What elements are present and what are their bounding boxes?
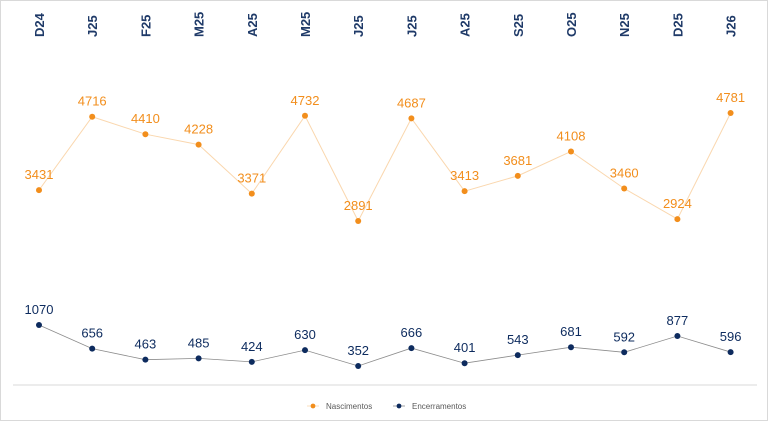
category-tick-label: O25 — [564, 12, 579, 37]
legend-item-nascimentos: Nascimentos — [307, 402, 372, 411]
data-label: 2891 — [344, 198, 373, 213]
data-point — [514, 352, 521, 359]
data-point — [408, 345, 415, 352]
category-tick-label: D24 — [32, 12, 47, 37]
data-point — [355, 363, 362, 369]
data-point — [568, 148, 574, 155]
data-label: 4108 — [557, 128, 586, 143]
data-label: 2924 — [663, 196, 692, 211]
data-label: 543 — [507, 332, 529, 347]
legend-marker — [310, 403, 316, 409]
series-line — [38, 112, 732, 223]
data-point — [514, 172, 521, 179]
data-label: 4716 — [78, 94, 107, 109]
data-point — [674, 333, 681, 340]
data-label: 596 — [720, 329, 742, 344]
data-label: 1070 — [25, 302, 54, 317]
legend-label: Nascimentos — [326, 402, 372, 411]
data-label: 401 — [454, 340, 476, 355]
data-point — [142, 131, 149, 138]
data-point — [195, 355, 202, 362]
category-tick-label: S25 — [511, 14, 526, 37]
legend-item-encerramentos: Encerramentos — [393, 402, 466, 411]
category-tick-label: M25 — [298, 12, 313, 37]
data-point — [302, 112, 308, 119]
series-encerramentos: 1070 656 463 485 424 630 352 666 401 543 681 592 877… — [25, 302, 742, 369]
data-label: 630 — [294, 327, 316, 342]
data-label: 4781 — [716, 90, 745, 105]
data-point — [89, 113, 96, 120]
data-label: 3681 — [503, 153, 532, 168]
category-tick-label: F25 — [138, 15, 153, 37]
data-label: 352 — [347, 343, 369, 358]
data-point — [36, 187, 42, 194]
data-label: 592 — [613, 329, 635, 344]
data-label: 3371 — [237, 171, 266, 186]
data-label: 656 — [81, 326, 103, 341]
category-axis: D24 J25 F25 M25 A25 M25 J25 J25 A25 S25 O25 N25 D25 J… — [32, 12, 739, 37]
series-line — [38, 324, 731, 367]
data-point — [355, 218, 362, 224]
data-point — [408, 115, 415, 122]
data-point — [36, 322, 42, 328]
data-label: 3460 — [610, 165, 639, 180]
data-point — [621, 185, 628, 192]
category-tick-label: N25 — [617, 13, 632, 37]
data-point — [461, 188, 468, 195]
data-point — [674, 216, 681, 223]
legend: Nascimentos Encerramentos — [307, 402, 466, 411]
data-point — [195, 141, 202, 148]
data-point — [248, 358, 255, 365]
data-point — [248, 190, 255, 197]
data-point — [568, 344, 574, 351]
data-label: 681 — [560, 324, 582, 339]
data-label: 4228 — [184, 122, 213, 137]
data-point — [727, 349, 734, 356]
category-tick-label: J25 — [404, 15, 419, 37]
data-label: 424 — [241, 339, 263, 354]
data-label: 3431 — [25, 167, 54, 182]
legend-label: Encerramentos — [412, 402, 466, 411]
series-nascimentos: 3431 4716 4410 4228 3371 4732 2891 4687 3413 3681… — [25, 90, 745, 224]
data-label: 3413 — [450, 168, 479, 183]
category-tick-label: J25 — [85, 15, 100, 37]
data-label: 4732 — [291, 93, 320, 108]
data-point — [621, 349, 628, 356]
data-point — [727, 110, 734, 116]
category-tick-label: D25 — [670, 13, 685, 37]
series-layer: 3431 4716 4410 4228 3371 4732 2891 4687 3413 3681… — [25, 90, 745, 369]
category-tick-label: A25 — [458, 13, 473, 37]
data-point — [89, 345, 96, 352]
legend-marker — [396, 403, 402, 409]
data-label: 877 — [667, 313, 689, 328]
data-label: 4410 — [131, 111, 160, 126]
category-tick-label: J26 — [724, 15, 739, 37]
category-tick-label: M25 — [192, 12, 207, 37]
category-tick-label: J25 — [351, 15, 366, 37]
data-point — [302, 347, 308, 354]
data-label: 666 — [401, 325, 423, 340]
data-point — [461, 360, 468, 367]
category-tick-label: A25 — [245, 13, 260, 37]
data-label: 485 — [188, 335, 210, 350]
data-point — [142, 356, 149, 363]
data-label: 463 — [135, 337, 157, 352]
data-label: 4687 — [397, 95, 426, 110]
